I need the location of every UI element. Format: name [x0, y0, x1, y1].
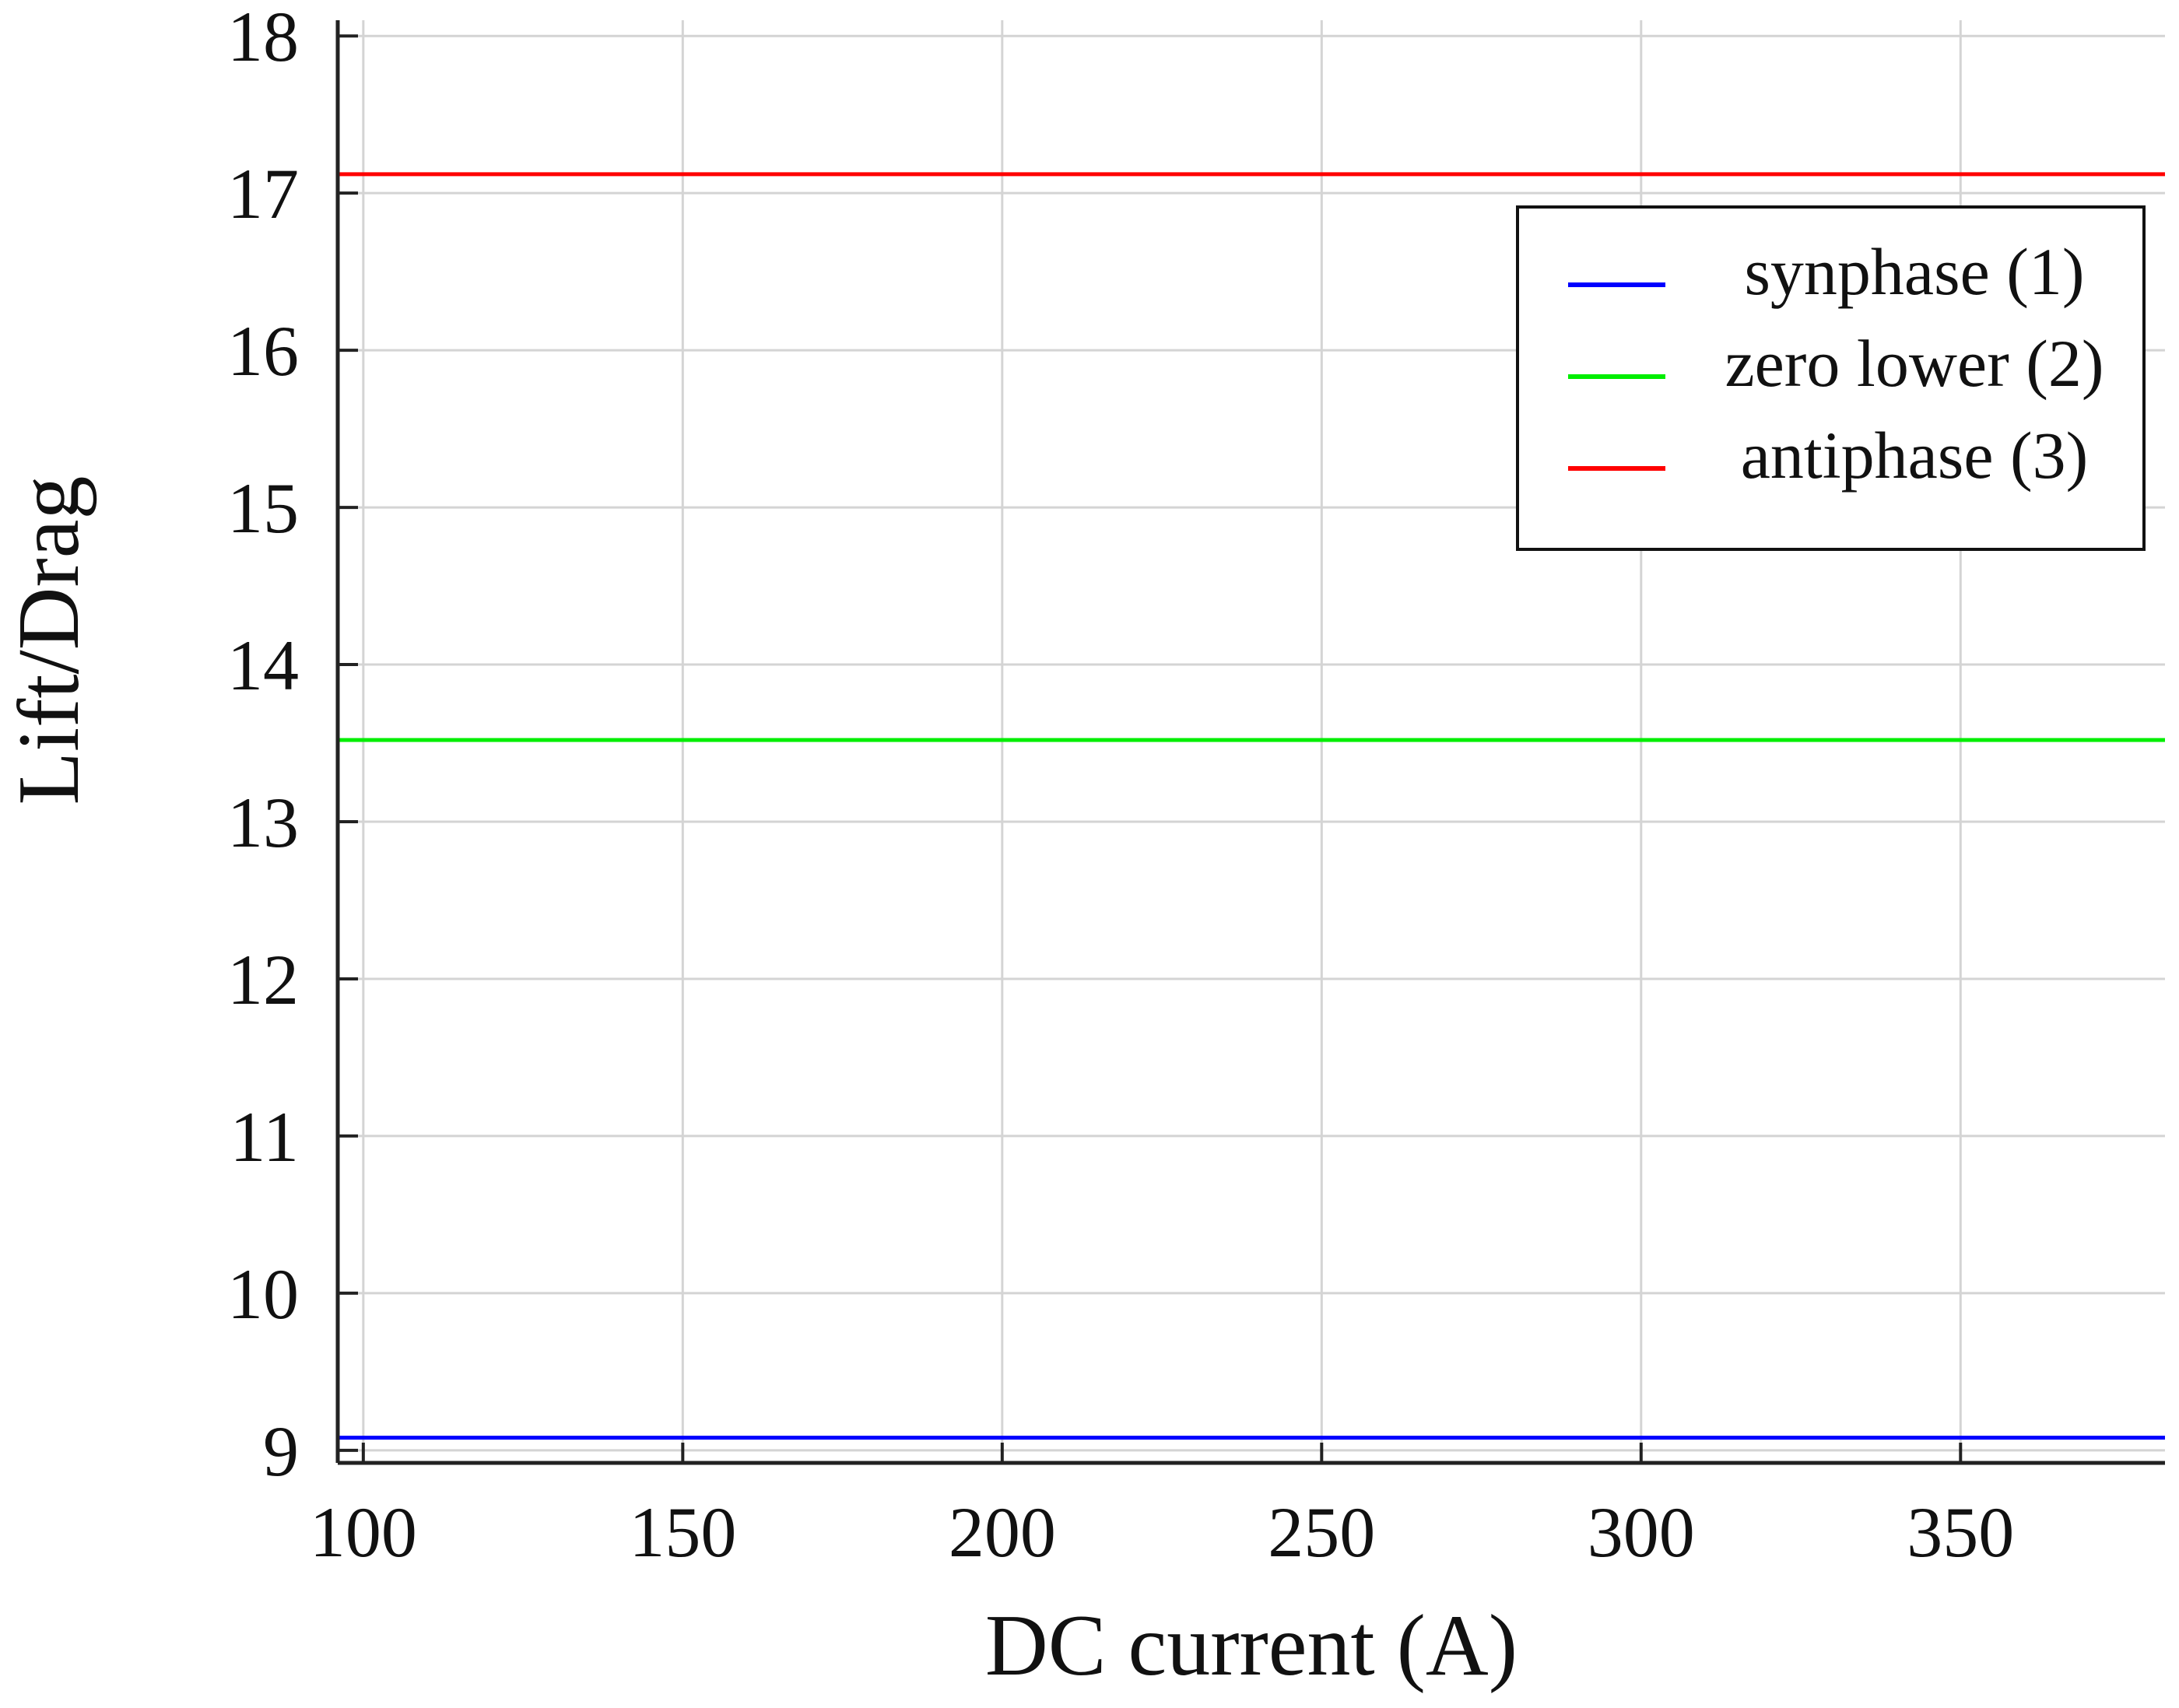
y-tick-label: 10: [227, 1254, 299, 1334]
series-group: [338, 172, 2165, 1440]
y-tick-label: 16: [227, 311, 299, 391]
x-tick-label: 300: [1588, 1492, 1695, 1572]
y-axis-label: Lift/Drag: [1, 476, 97, 805]
y-tick-label: 17: [227, 154, 299, 233]
legend-label-2: zero lower (2): [1725, 326, 2104, 401]
x-tick-label: 350: [1907, 1492, 2014, 1572]
x-tick-label: 250: [1268, 1492, 1375, 1572]
x-tick-label: 150: [629, 1492, 736, 1572]
y-tick-label: 13: [227, 783, 299, 862]
legend-label-3: antiphase (3): [1741, 418, 2089, 493]
y-tick-label: 15: [227, 468, 299, 548]
y-tick-label: 12: [227, 940, 299, 1019]
axes: [335, 20, 2165, 1465]
y-tick-label: 9: [263, 1412, 299, 1491]
legend-label-1: synphase (1): [1744, 234, 2084, 309]
legend: synphase (1) zero lower (2) antiphase (3): [1516, 205, 2146, 551]
y-tick-label: 11: [230, 1097, 299, 1177]
x-tick-label: 200: [949, 1492, 1056, 1572]
y-tick-label: 14: [227, 626, 299, 705]
x-tick-label: 100: [310, 1492, 417, 1572]
x-axis-label: DC current (A): [985, 1598, 1518, 1694]
tick-labels: 9 10 11 12 13 14 15 16 17 18 100 150 200 250 300 350: [227, 0, 2014, 1572]
y-tick-label: 18: [227, 0, 299, 76]
